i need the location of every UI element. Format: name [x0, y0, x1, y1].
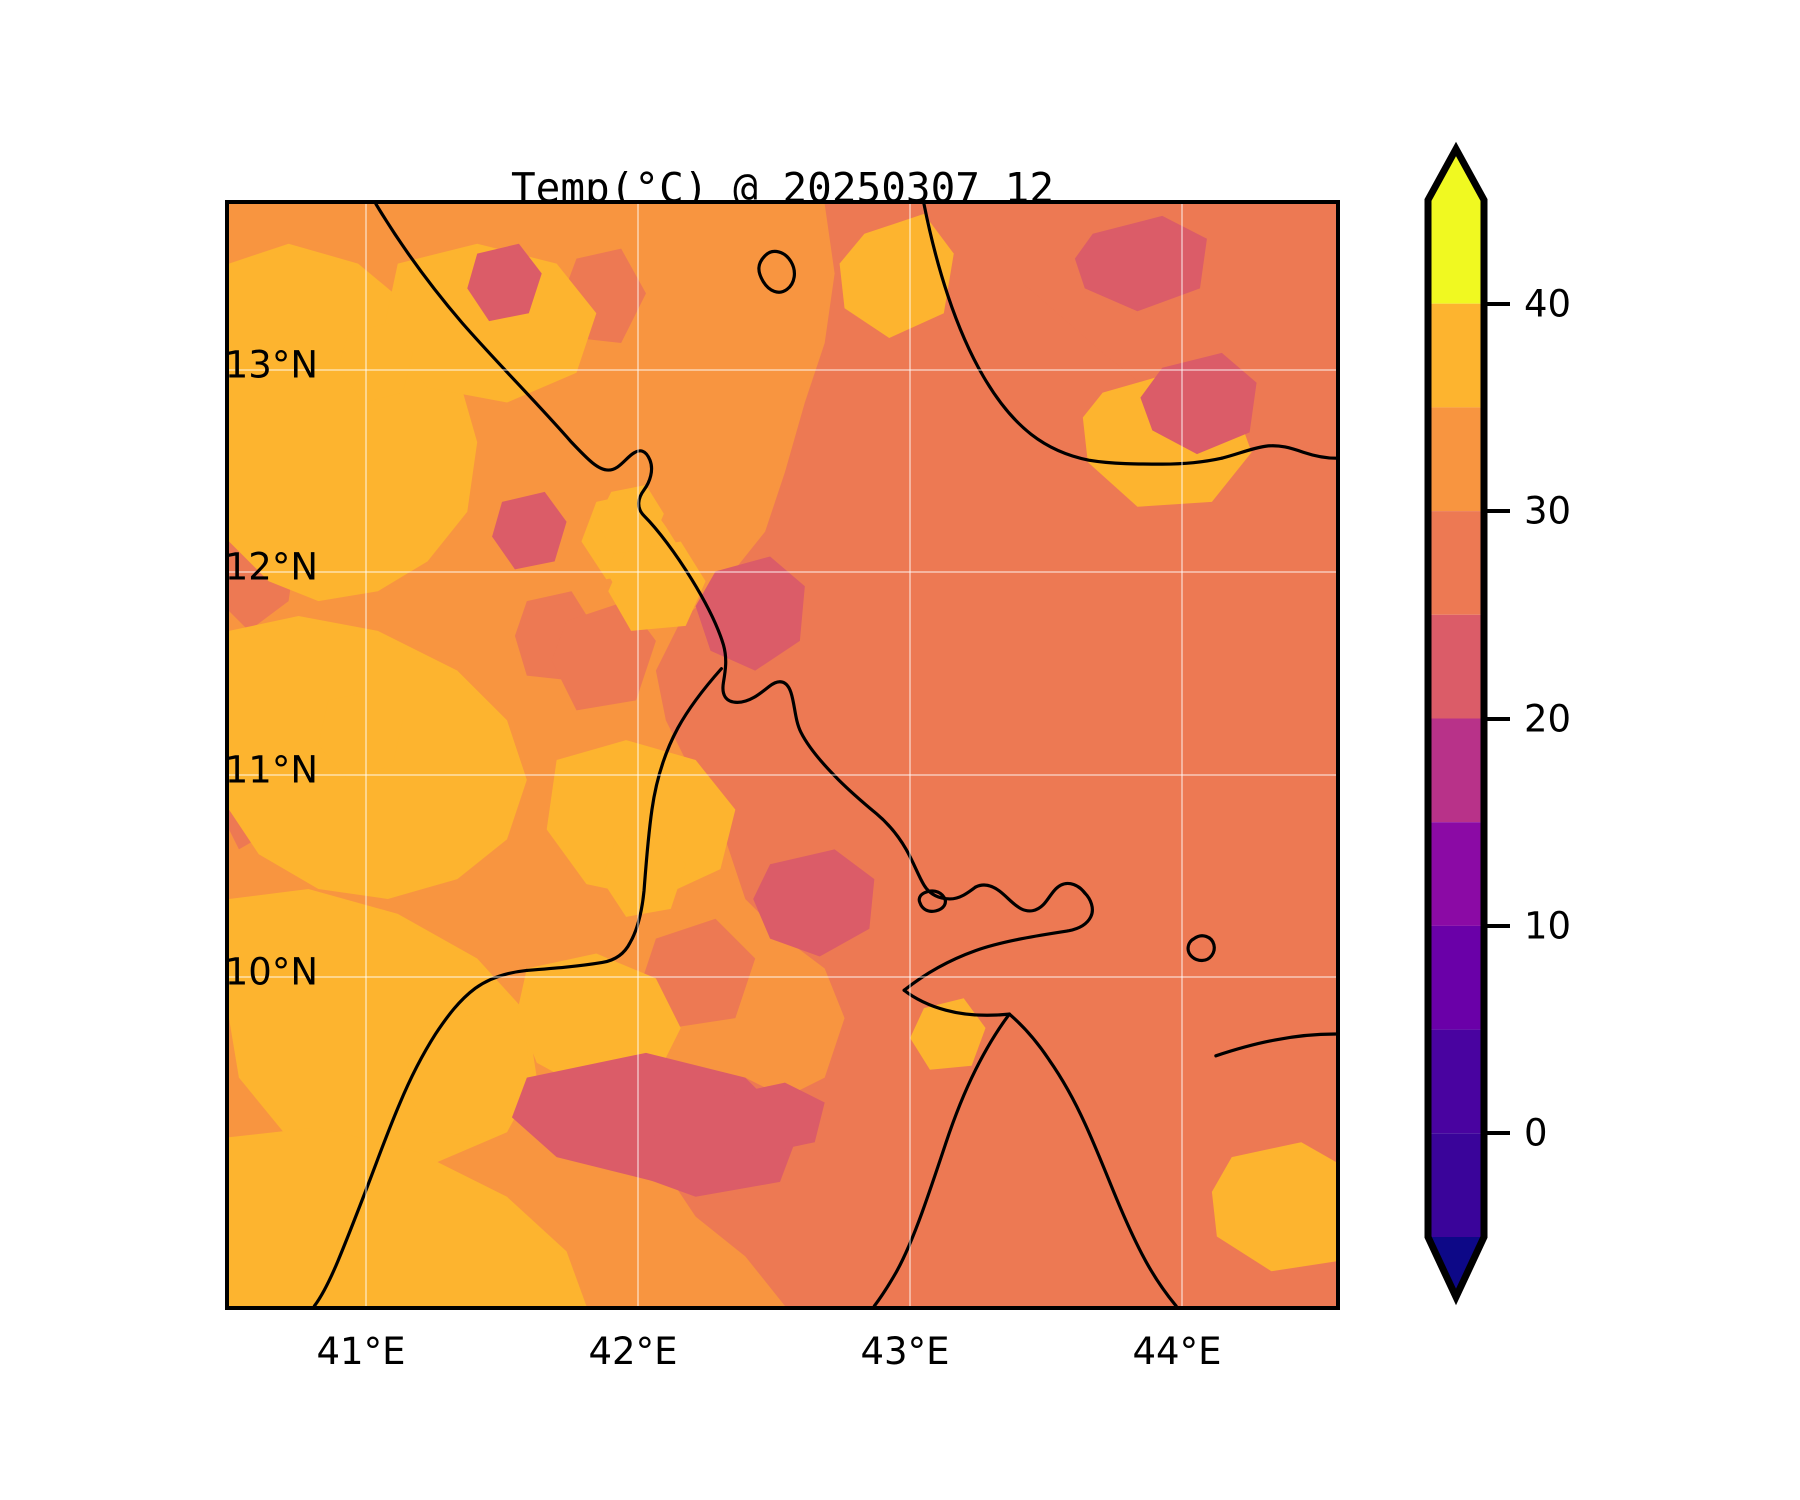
colorbar[interactable]: 40 30 20 10 0 — [1424, 141, 1758, 1350]
gridline-13N — [229, 369, 1336, 371]
gridline-44E — [1181, 204, 1183, 1306]
colorbar-svg — [1424, 141, 1488, 1306]
colorbar-ticklabel-20: 20 — [1524, 697, 1572, 740]
colorbar-ticklabel-0: 0 — [1524, 1111, 1548, 1155]
xtick-label-42E: 42°E — [588, 1330, 678, 1373]
colorbar-bands — [1428, 149, 1484, 1297]
ytick-label-13N: 13°N — [224, 343, 318, 387]
map-contour-field — [229, 204, 1336, 1306]
map-axes[interactable] — [225, 200, 1340, 1310]
colorbar-outline — [1424, 141, 1488, 1306]
colorbar-ticklabel-10: 10 — [1524, 904, 1572, 948]
temperature-contour-svg — [229, 204, 1336, 1306]
colorbar-tick-0 — [1484, 1131, 1510, 1136]
gridline-41E — [365, 204, 367, 1306]
ytick-label-10N: 10°N — [224, 950, 318, 994]
gridline-43E — [909, 204, 911, 1306]
xtick-label-41E: 41°E — [316, 1330, 406, 1373]
colorbar-body — [1424, 141, 1488, 1310]
xtick-label-43E: 43°E — [860, 1330, 950, 1373]
ytick-label-12N: 12°N — [224, 545, 318, 589]
gridline-12N — [229, 571, 1336, 573]
gridline-42E — [637, 204, 639, 1306]
gridline-11N — [229, 774, 1336, 776]
colorbar-tick-30 — [1484, 509, 1510, 514]
gridline-10N — [229, 976, 1336, 978]
colorbar-ticklabel-30: 30 — [1524, 489, 1572, 533]
ytick-label-11N: 11°N — [224, 748, 318, 792]
colorbar-tick-10 — [1484, 923, 1510, 928]
colorbar-ticklabel-40: 40 — [1524, 282, 1572, 326]
colorbar-tick-20 — [1484, 716, 1510, 721]
colorbar-tick-40 — [1484, 301, 1510, 306]
xtick-label-44E: 44°E — [1132, 1330, 1222, 1373]
